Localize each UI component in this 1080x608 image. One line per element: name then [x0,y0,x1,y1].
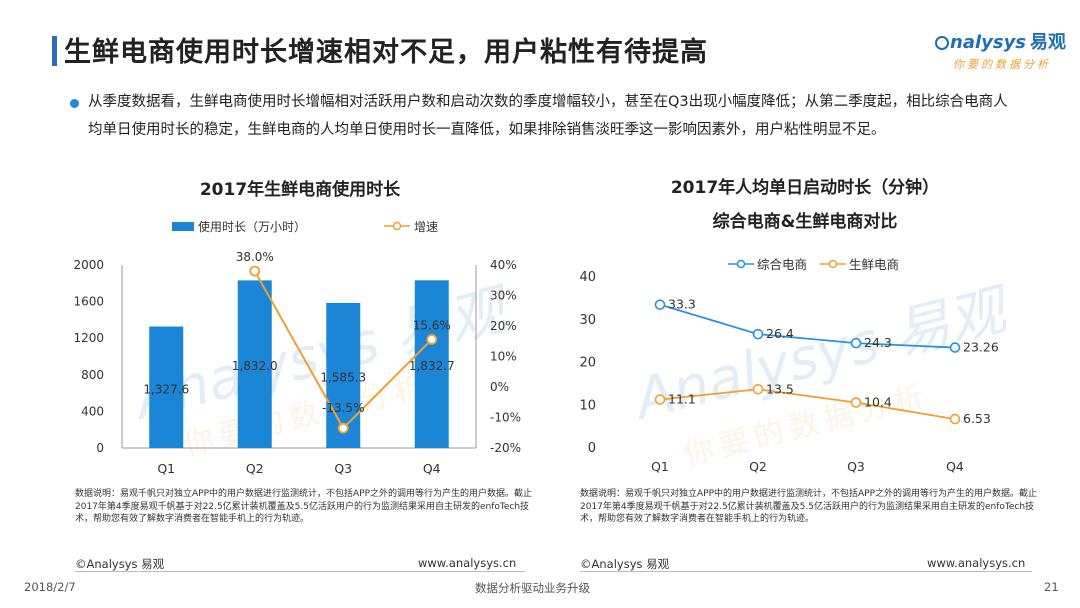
right-y-tick: 30% [490,289,517,303]
left-x-tick: Q2 [246,461,264,476]
logo-tagline: 你要的数据分析 [953,58,1051,71]
series-value-label: 33.3 [668,297,696,312]
right-chart-y-tick: 30 [579,313,596,328]
legend-orange-marker [828,259,838,269]
right-chart-y-tick: 0 [588,441,596,456]
right-x-tick: Q1 [651,459,669,474]
legend-blue-label: 综合电商 [757,257,807,272]
legend-bar-label: 使用时长（万小时） [198,219,306,234]
right-data-note: 数据说明：易观千帆只对独立APP中的用户数据进行监测统计，不包括APP之外的调用… [580,489,1038,524]
legend-line-marker [392,221,402,231]
right-y-tick: 10% [490,350,517,364]
right-chart: 综合电商 生鲜电商 0 10 20 30 40 33.3 26.4 24.3 23.26 11.… [579,257,999,474]
bar-Q4 [414,280,449,448]
left-divider [75,571,525,572]
series-value-label: 13.5 [766,381,794,396]
left-chart: 使用时长（万小时） 增速 0 400 800 1200 1600 2000 -20% -10… [73,219,521,476]
bar-label: 1,832.0 [232,359,278,373]
right-url[interactable]: www.analysys.cn [927,556,1026,570]
left-y-tick: 1200 [73,331,104,345]
right-copyright: ©Analysys 易观 [580,557,670,571]
growth-point [426,334,438,345]
series-value-label: 26.4 [766,326,794,341]
right-y-tick: -20% [490,441,521,455]
bullet-icon [70,99,79,108]
right-y-tick: -10% [490,411,521,425]
legend-bar-swatch [172,222,194,231]
bar-Q2 [237,280,272,448]
left-y-tick: 1600 [73,295,104,309]
growth-label: 38.0% [236,250,274,264]
legend-blue-marker [736,259,746,269]
right-chart-title-line2: 综合电商&生鲜电商对比 [712,212,898,232]
right-x-tick: Q2 [749,459,767,474]
series-point [949,413,961,425]
bar-Q1 [149,326,184,448]
growth-label: 15.6% [413,318,451,332]
footer-slogan: 数据分析驱动业务升级 [475,581,590,595]
left-y-tick: 0 [96,441,104,455]
bar-label: 1,832.7 [409,359,455,373]
growth-label: -13.5% [322,401,364,415]
left-url[interactable]: www.analysys.cn [418,556,517,570]
left-data-note: 数据说明：易观千帆只对独立APP中的用户数据进行监测统计，不包括APP之外的调用… [75,489,533,524]
growth-point [337,422,349,434]
series-value-label: 6.53 [963,411,991,426]
series-line-fresh [659,388,956,420]
brand-logo: nalysys 易观 你要的数据分析 [935,28,1067,72]
series-value-label: 10.4 [864,395,892,410]
logo-wordmark: nalysys [950,32,1027,53]
series-value-label: 24.3 [864,335,892,350]
right-y-tick: 20% [490,319,517,333]
logo-a-icon [935,36,949,50]
right-chart-title-line1: 2017年人均单日启动时长（分钟） [670,178,940,198]
series-point [752,328,764,340]
title-accent-bar [52,36,57,66]
series-point [850,337,862,349]
series-point [850,397,862,408]
right-y-tick: 40% [490,258,517,272]
series-value-label: 23.26 [963,340,999,355]
series-value-label: 11.1 [668,392,696,407]
left-x-tick: Q1 [157,461,175,476]
logo-cn: 易观 [1030,32,1067,53]
series-point [654,394,666,405]
legend-line-label: 增速 [414,220,438,234]
left-y-tick: 400 [81,404,104,418]
growth-point [249,265,261,277]
series-line-general [659,303,956,349]
right-y-tick: 0% [490,380,509,394]
left-copyright: ©Analysys 易观 [75,557,165,571]
footer-date: 2018/2/7 [24,580,76,594]
bar-label: 1,585.3 [320,370,366,384]
page-title: 生鲜电商使用时长增速相对不足，用户粘性有待提高 [64,37,708,68]
series-point [752,383,764,395]
series-point [654,299,666,310]
left-y-tick: 800 [81,368,104,382]
right-divider [580,571,1032,572]
right-chart-y-tick: 40 [579,270,596,285]
left-x-tick: Q3 [334,461,352,476]
left-y-tick: 2000 [73,258,104,272]
left-chart-title: 2017年生鲜电商使用时长 [199,180,401,200]
right-x-tick: Q3 [847,459,865,474]
left-x-tick: Q4 [423,461,441,476]
summary-paragraph: 从季度数据看，生鲜电商使用时长增幅相对活跃用户数和启动次数的季度增幅较小，甚至在… [88,94,1008,138]
series-point [949,342,961,353]
right-chart-y-tick: 10 [579,398,596,413]
right-x-tick: Q4 [946,459,964,474]
legend-orange-label: 生鲜电商 [849,257,899,272]
right-chart-y-tick: 20 [579,356,596,371]
bar-label: 1,327.6 [143,382,189,396]
page-number: 21 [1044,580,1059,594]
